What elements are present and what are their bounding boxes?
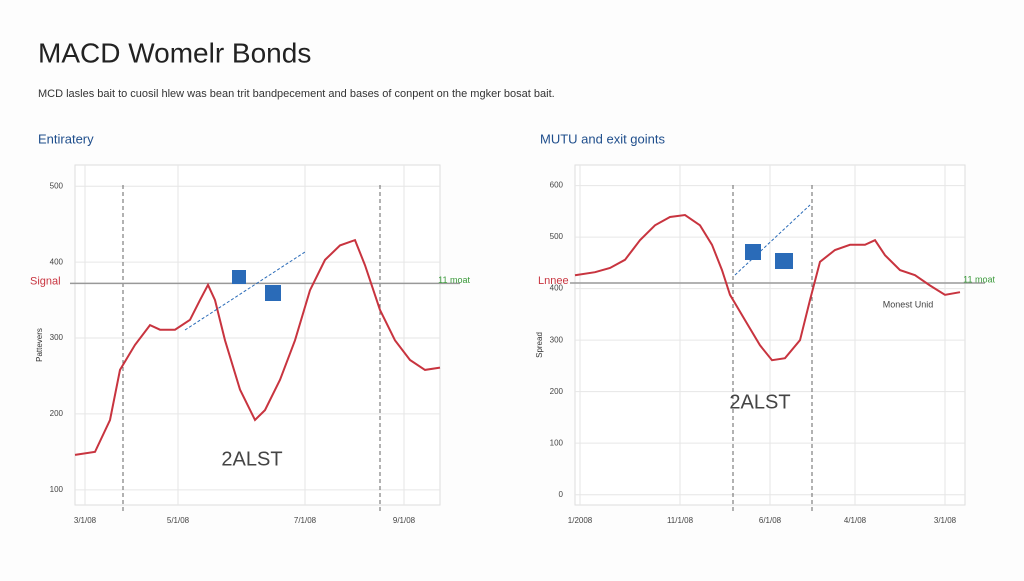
- x-tick-label: 9/1/08: [393, 516, 416, 525]
- annotation: Monest Unid: [883, 299, 934, 309]
- x-tick-label: 11/1/08: [667, 516, 694, 525]
- x-tick-label: 3/1/08: [934, 516, 957, 525]
- signal-label: Signal: [30, 275, 61, 287]
- y-tick-label: 100: [550, 438, 564, 447]
- signal-right-label: 11 moat: [438, 275, 470, 285]
- y-tick-label: 200: [550, 387, 564, 396]
- y-tick-label: 500: [50, 181, 64, 190]
- y-tick-label: 500: [550, 232, 564, 241]
- y-tick-label: 100: [50, 485, 64, 494]
- annotation: 2ALST: [729, 391, 790, 413]
- y-axis-label: Spread: [535, 332, 544, 358]
- chart-title: Entiratery: [38, 131, 94, 146]
- x-tick-label: 1/2008: [568, 516, 593, 525]
- y-tick-label: 300: [50, 333, 64, 342]
- signal-arrow: [734, 204, 811, 276]
- marker: [775, 253, 793, 269]
- marker: [232, 270, 246, 284]
- x-tick-label: 7/1/08: [294, 516, 317, 525]
- x-tick-label: 5/1/08: [167, 516, 190, 525]
- y-tick-label: 600: [550, 181, 564, 190]
- marker: [745, 244, 761, 260]
- line-series: [574, 213, 961, 362]
- y-tick-label: 300: [550, 335, 564, 344]
- page-title: MACD Womelr Bonds: [38, 37, 311, 68]
- plot-area: [74, 164, 441, 506]
- y-axis-label: Pattevers: [35, 328, 44, 362]
- marker: [265, 285, 281, 301]
- signal-arrow: [184, 251, 306, 331]
- y-tick-label: 400: [550, 284, 564, 293]
- y-tick-label: 0: [559, 490, 564, 499]
- x-tick-label: 3/1/08: [74, 516, 97, 525]
- chart-title: MUTU and exit goints: [540, 131, 665, 146]
- page-subtitle: MCD lasles bait to cuosil hlew was bean …: [38, 88, 555, 100]
- y-tick-label: 400: [50, 257, 64, 266]
- signal-label: Lnnee: [538, 275, 569, 287]
- crossover-markers: [184, 204, 811, 331]
- x-tick-label: 4/1/08: [844, 516, 867, 525]
- line-series: [74, 238, 441, 456]
- signal-right-label: 11 moat: [963, 274, 995, 284]
- x-tick-label: 6/1/08: [759, 516, 782, 525]
- annotation: 2ALST: [221, 448, 282, 470]
- y-tick-label: 200: [50, 409, 64, 418]
